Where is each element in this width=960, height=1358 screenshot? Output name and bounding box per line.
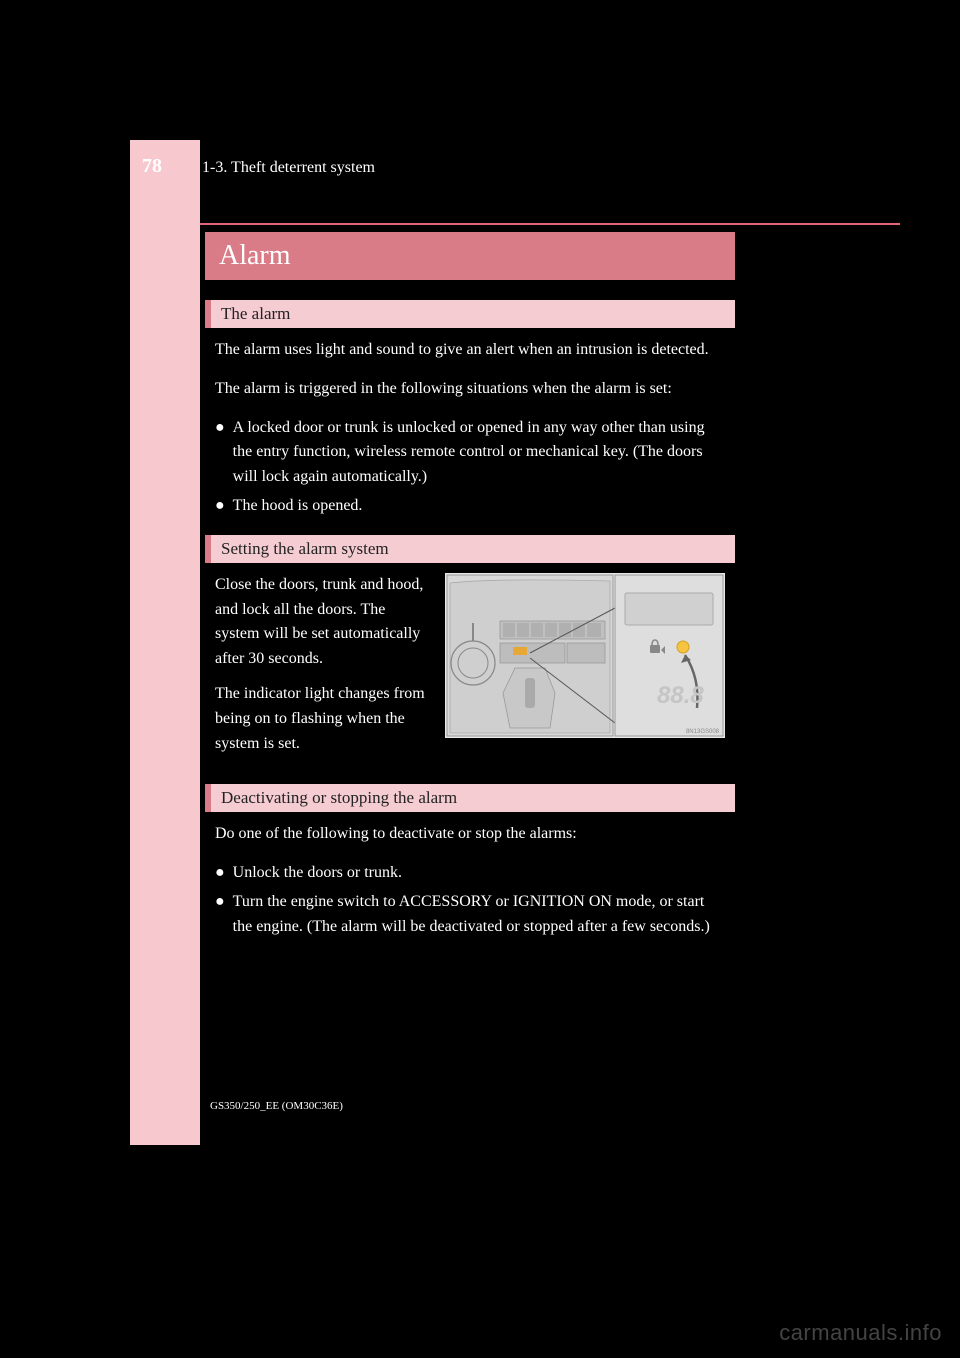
watermark: carmanuals.info bbox=[779, 1320, 942, 1346]
alarm-trigger-intro: The alarm is triggered in the following … bbox=[215, 377, 725, 402]
list-item: ● Turn the engine switch to ACCESSORY or… bbox=[215, 890, 725, 940]
bullet-icon: ● bbox=[215, 861, 225, 886]
svg-text:88.8: 88.8 bbox=[657, 682, 704, 709]
deactivating-bullet-list: ● Unlock the doors or trunk. ● Turn the … bbox=[215, 861, 725, 939]
section-header-text: Setting the alarm system bbox=[221, 539, 389, 558]
setting-row: Close the doors, trunk and hood, and loc… bbox=[215, 573, 725, 767]
bullet-icon: ● bbox=[215, 494, 225, 519]
section-label: 1-3. Theft deterrent system bbox=[202, 159, 375, 177]
header-divider bbox=[200, 223, 900, 225]
page-number: 78 bbox=[142, 155, 197, 178]
section-header-deactivating: Deactivating or stopping the alarm bbox=[205, 784, 735, 812]
section-header-text: Deactivating or stopping the alarm bbox=[221, 788, 457, 807]
figure-code: 8N13GS008 bbox=[686, 729, 720, 735]
section-header-text: The alarm bbox=[221, 304, 290, 323]
title-bar: Alarm bbox=[205, 232, 735, 280]
deactivating-intro: Do one of the following to deactivate or… bbox=[215, 822, 725, 847]
bullet-text: The hood is opened. bbox=[233, 494, 363, 519]
list-item: ● Unlock the doors or trunk. bbox=[215, 861, 725, 886]
alarm-intro: The alarm uses light and sound to give a… bbox=[215, 338, 725, 363]
setting-p1: Close the doors, trunk and hood, and loc… bbox=[215, 573, 433, 672]
page-title: Alarm bbox=[219, 240, 291, 271]
setting-text: Close the doors, trunk and hood, and loc… bbox=[215, 573, 433, 767]
left-margin-strip bbox=[130, 140, 200, 1145]
list-item: ● A locked door or trunk is unlocked or … bbox=[215, 416, 725, 490]
section-header-alarm: The alarm bbox=[205, 300, 735, 328]
alarm-bullet-list: ● A locked door or trunk is unlocked or … bbox=[215, 416, 725, 519]
dashboard-figure: 88.8 8N13GS008 bbox=[445, 573, 725, 738]
bullet-text: Turn the engine switch to ACCESSORY or I… bbox=[233, 890, 725, 940]
list-item: ● The hood is opened. bbox=[215, 494, 725, 519]
bullet-icon: ● bbox=[215, 890, 225, 940]
section-header-setting: Setting the alarm system bbox=[205, 535, 735, 563]
setting-p2: The indicator light changes from being o… bbox=[215, 682, 433, 756]
footer-note: GS350/250_EE (OM30C36E) bbox=[210, 1100, 343, 1112]
bullet-text: Unlock the doors or trunk. bbox=[233, 861, 402, 886]
bullet-text: A locked door or trunk is unlocked or op… bbox=[233, 416, 725, 490]
page-header: 78 1-3. Theft deterrent system bbox=[130, 155, 900, 178]
content-area: Alarm The alarm The alarm uses light and… bbox=[205, 232, 735, 956]
bullet-icon: ● bbox=[215, 416, 225, 490]
